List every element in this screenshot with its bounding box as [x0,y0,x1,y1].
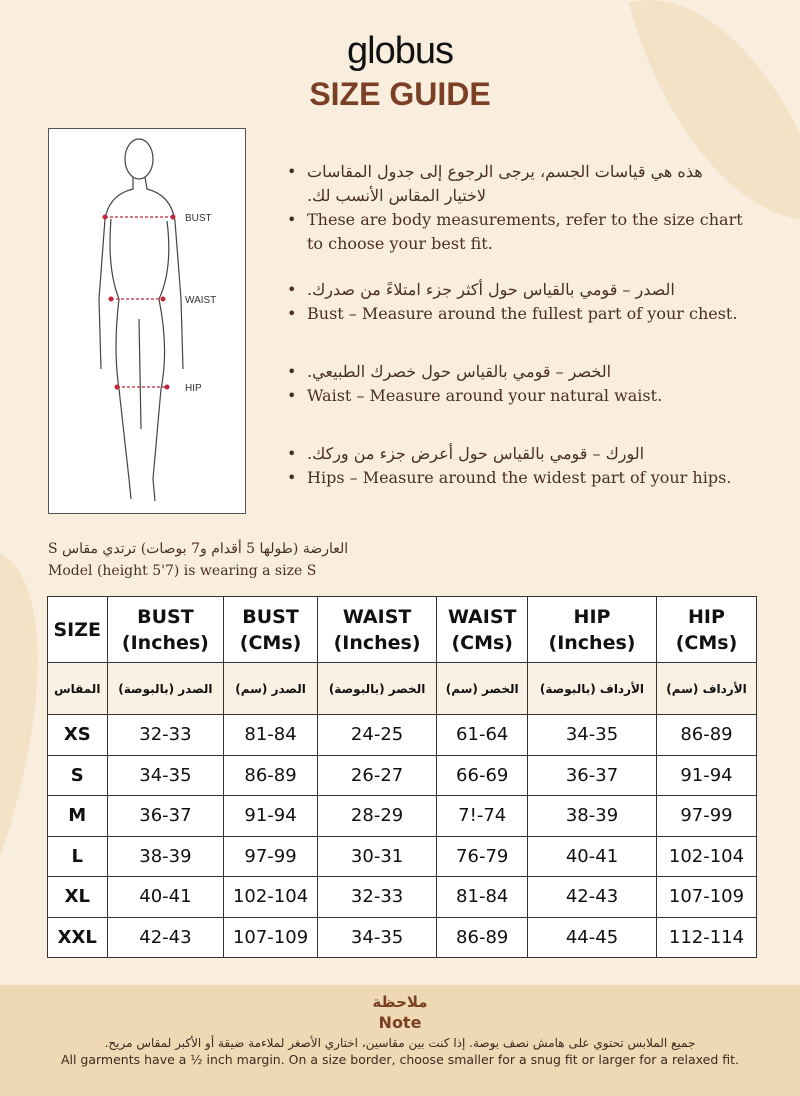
model-info: العارضة (طولها 5 أقدام و7 بوصات) ترتدي م… [48,538,348,582]
header-unit: (Inches) [333,631,421,654]
table-row: M 36-37 91-94 28-29 7!-74 38-39 97-99 [47,795,758,837]
header-label: BUST [137,605,194,628]
body-measurement-figure: BUST WAIST HIP [48,128,246,514]
page-title: SIZE GUIDE [309,76,491,112]
measurement-cell: 97-99 [223,835,318,877]
measurement-cell: 91-94 [655,754,758,796]
bullet-ar: الصدر – قومي بالقياس حول أكثر جزء امتلاء… [285,278,745,302]
header-label: HIP [688,605,725,628]
header-unit: (CMs) [451,631,513,654]
measurement-cell: 107-109 [223,916,318,958]
header-label: WAIST [342,605,412,628]
arabic-header: الأرداف (سم) [655,662,758,715]
bullet-en: Waist – Measure around your natural wais… [285,384,745,408]
table-row: S 34-35 86-89 26-27 66-69 36-37 91-94 [47,754,758,796]
arabic-header: الأرداف (بالبوصة) [527,662,657,715]
model-info-ar: العارضة (طولها 5 أقدام و7 بوصات) ترتدي م… [48,541,349,557]
header-unit: (Inches) [121,631,209,654]
measurement-cell: 44-45 [527,916,657,958]
measurement-cell: 91-94 [223,795,318,837]
header-unit: (CMs) [239,631,302,654]
size-cell: XXL [47,916,108,958]
measurement-cell: 28-29 [316,795,438,837]
table-row: L 38-39 97-99 30-31 76-79 40-41 102-104 [47,835,758,877]
size-cell: M [47,795,108,837]
bullet-ar: الخصر – قومي بالقياس حول خصرك الطبيعي. [285,360,745,384]
measurement-cell: 30-31 [316,835,438,877]
measurement-cell: 38-39 [527,795,657,837]
arabic-header: المقاس [47,662,108,715]
bullet-en: Hips – Measure around the widest part of… [285,466,745,490]
size-chart-table: SIZE BUST (Inches) BUST (CMs) WAIST (Inches) WA… [47,596,758,958]
note-text-ar: جميع الملابس تحتوي على هامش نصف بوصة. إذ… [104,1036,696,1050]
column-header: BUST (Inches) [106,596,225,663]
label-waist: WAIST [185,295,216,306]
arabic-header: الصدر (سم) [223,662,318,715]
label-bust: BUST [185,213,212,224]
note-title-ar: ملاحظة [372,993,428,1011]
column-header: WAIST (CMs) [436,596,529,663]
note-text-en: All garments have a ½ inch margin. On a … [60,1052,740,1067]
measurement-cell: 81-84 [436,876,529,918]
size-cell: L [47,835,108,877]
header-label: HIP [573,605,611,628]
measurement-cell: 86-89 [223,754,318,796]
header-unit: (CMs) [675,631,738,654]
header-unit: (Inches) [548,631,636,654]
measurement-instructions: هذه هي قياسات الجسم، يرجى الرجوع إلى جدو… [285,160,745,524]
table-row: XXL 42-43 107-109 34-35 86-89 44-45 112-114 [47,916,758,958]
measurement-cell: 36-37 [106,795,225,837]
table-row: XL 40-41 102-104 32-33 81-84 42-43 107-109 [47,876,758,918]
bullet-en: These are body measurements, refer to th… [285,208,745,256]
table-row: XS 32-33 81-84 24-25 61-64 34-35 86-89 [47,714,758,756]
measurement-cell: 34-35 [316,916,438,958]
measurement-cell: 86-89 [436,916,529,958]
measurement-cell: 7!-74 [436,795,529,837]
brand-logo: globus [347,30,454,72]
header-label: BUST [242,605,299,628]
measurement-cell: 107-109 [655,876,758,918]
header-label: SIZE [53,618,101,641]
measurement-cell: 42-43 [527,876,657,918]
bullet-en: Bust – Measure around the fullest part o… [285,302,745,326]
note-section: ملاحظة Note جميع الملابس تحتوي على هامش … [0,985,800,1096]
arabic-header: الخصر (بالبوصة) [316,662,438,715]
measurement-cell: 40-41 [527,835,657,877]
measurement-cell: 81-84 [223,714,318,756]
column-header: SIZE [47,596,108,663]
note-title-en: Note [378,1013,422,1032]
measurement-cell: 36-37 [527,754,657,796]
measurement-cell: 24-25 [316,714,438,756]
column-header: BUST (CMs) [223,596,318,663]
bullet-ar: الورك – قومي بالقياس حول أعرض جزء من ورك… [285,442,745,466]
measurement-cell: 76-79 [436,835,529,877]
label-hip: HIP [185,383,202,394]
bullet-ar: هذه هي قياسات الجسم، يرجى الرجوع إلى جدو… [285,160,745,208]
arabic-header: الخصر (سم) [436,662,529,715]
size-cell: XS [47,714,108,756]
measurement-cell: 102-104 [655,835,758,877]
measurement-cell: 38-39 [106,835,225,877]
measurement-cell: 61-64 [436,714,529,756]
column-header: HIP (CMs) [655,596,758,663]
model-info-en: Model (height 5'7) is wearing a size S [48,563,317,579]
measurement-cell: 34-35 [527,714,657,756]
measurement-cell: 32-33 [316,876,438,918]
measurement-cell: 66-69 [436,754,529,796]
size-cell: S [47,754,108,796]
measurement-cell: 86-89 [655,714,758,756]
measurement-cell: 112-114 [655,916,758,958]
column-header: WAIST (Inches) [316,596,438,663]
measurement-cell: 40-41 [106,876,225,918]
measurement-cell: 102-104 [223,876,318,918]
measurement-cell: 42-43 [106,916,225,958]
measurement-cell: 97-99 [655,795,758,837]
measurement-cell: 34-35 [106,754,225,796]
header-label: WAIST [447,605,517,628]
size-cell: XL [47,876,108,918]
arabic-header: الصدر (بالبوصة) [106,662,225,715]
measurement-cell: 26-27 [316,754,438,796]
measurement-cell: 32-33 [106,714,225,756]
column-header: HIP (Inches) [527,596,657,663]
